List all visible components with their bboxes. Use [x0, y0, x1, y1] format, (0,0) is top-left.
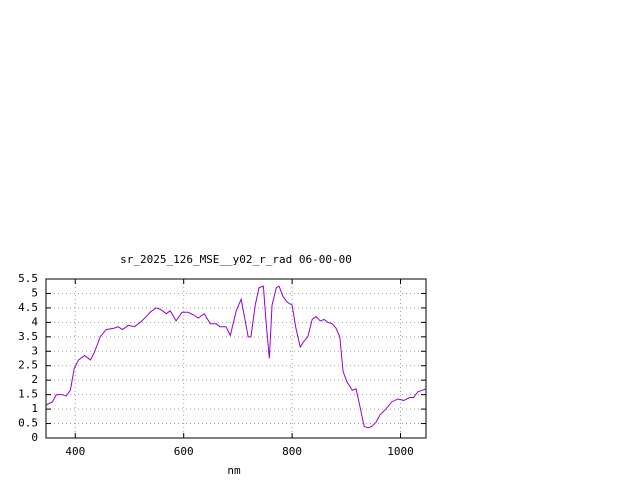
y-tick-label: 0 — [31, 431, 38, 444]
y-tick-label: 1.5 — [18, 388, 38, 401]
x-tick-label: 800 — [282, 445, 302, 458]
x-axis-label: nm — [227, 464, 241, 477]
y-tick-label: 0.5 — [18, 417, 38, 430]
y-tick-label: 2 — [31, 373, 38, 386]
x-tick-label: 400 — [65, 445, 85, 458]
x-tick-label: 1000 — [387, 445, 414, 458]
y-tick-label: 4 — [31, 315, 38, 328]
y-tick-label: 3.5 — [18, 330, 38, 343]
y-tick-label: 4.5 — [18, 301, 38, 314]
chart-title: sr_2025_126_MSE__y02_r_rad 06-00-00 — [120, 253, 352, 266]
data-line — [46, 285, 427, 429]
y-tick-label: 2.5 — [18, 359, 38, 372]
x-tick-label: 600 — [174, 445, 194, 458]
y-tick-label: 3 — [31, 344, 38, 357]
y-tick-label: 5.5 — [18, 272, 38, 285]
plot-border — [45, 278, 427, 439]
y-tick-label: 5 — [31, 286, 38, 299]
y-tick-label: 1 — [31, 402, 38, 415]
